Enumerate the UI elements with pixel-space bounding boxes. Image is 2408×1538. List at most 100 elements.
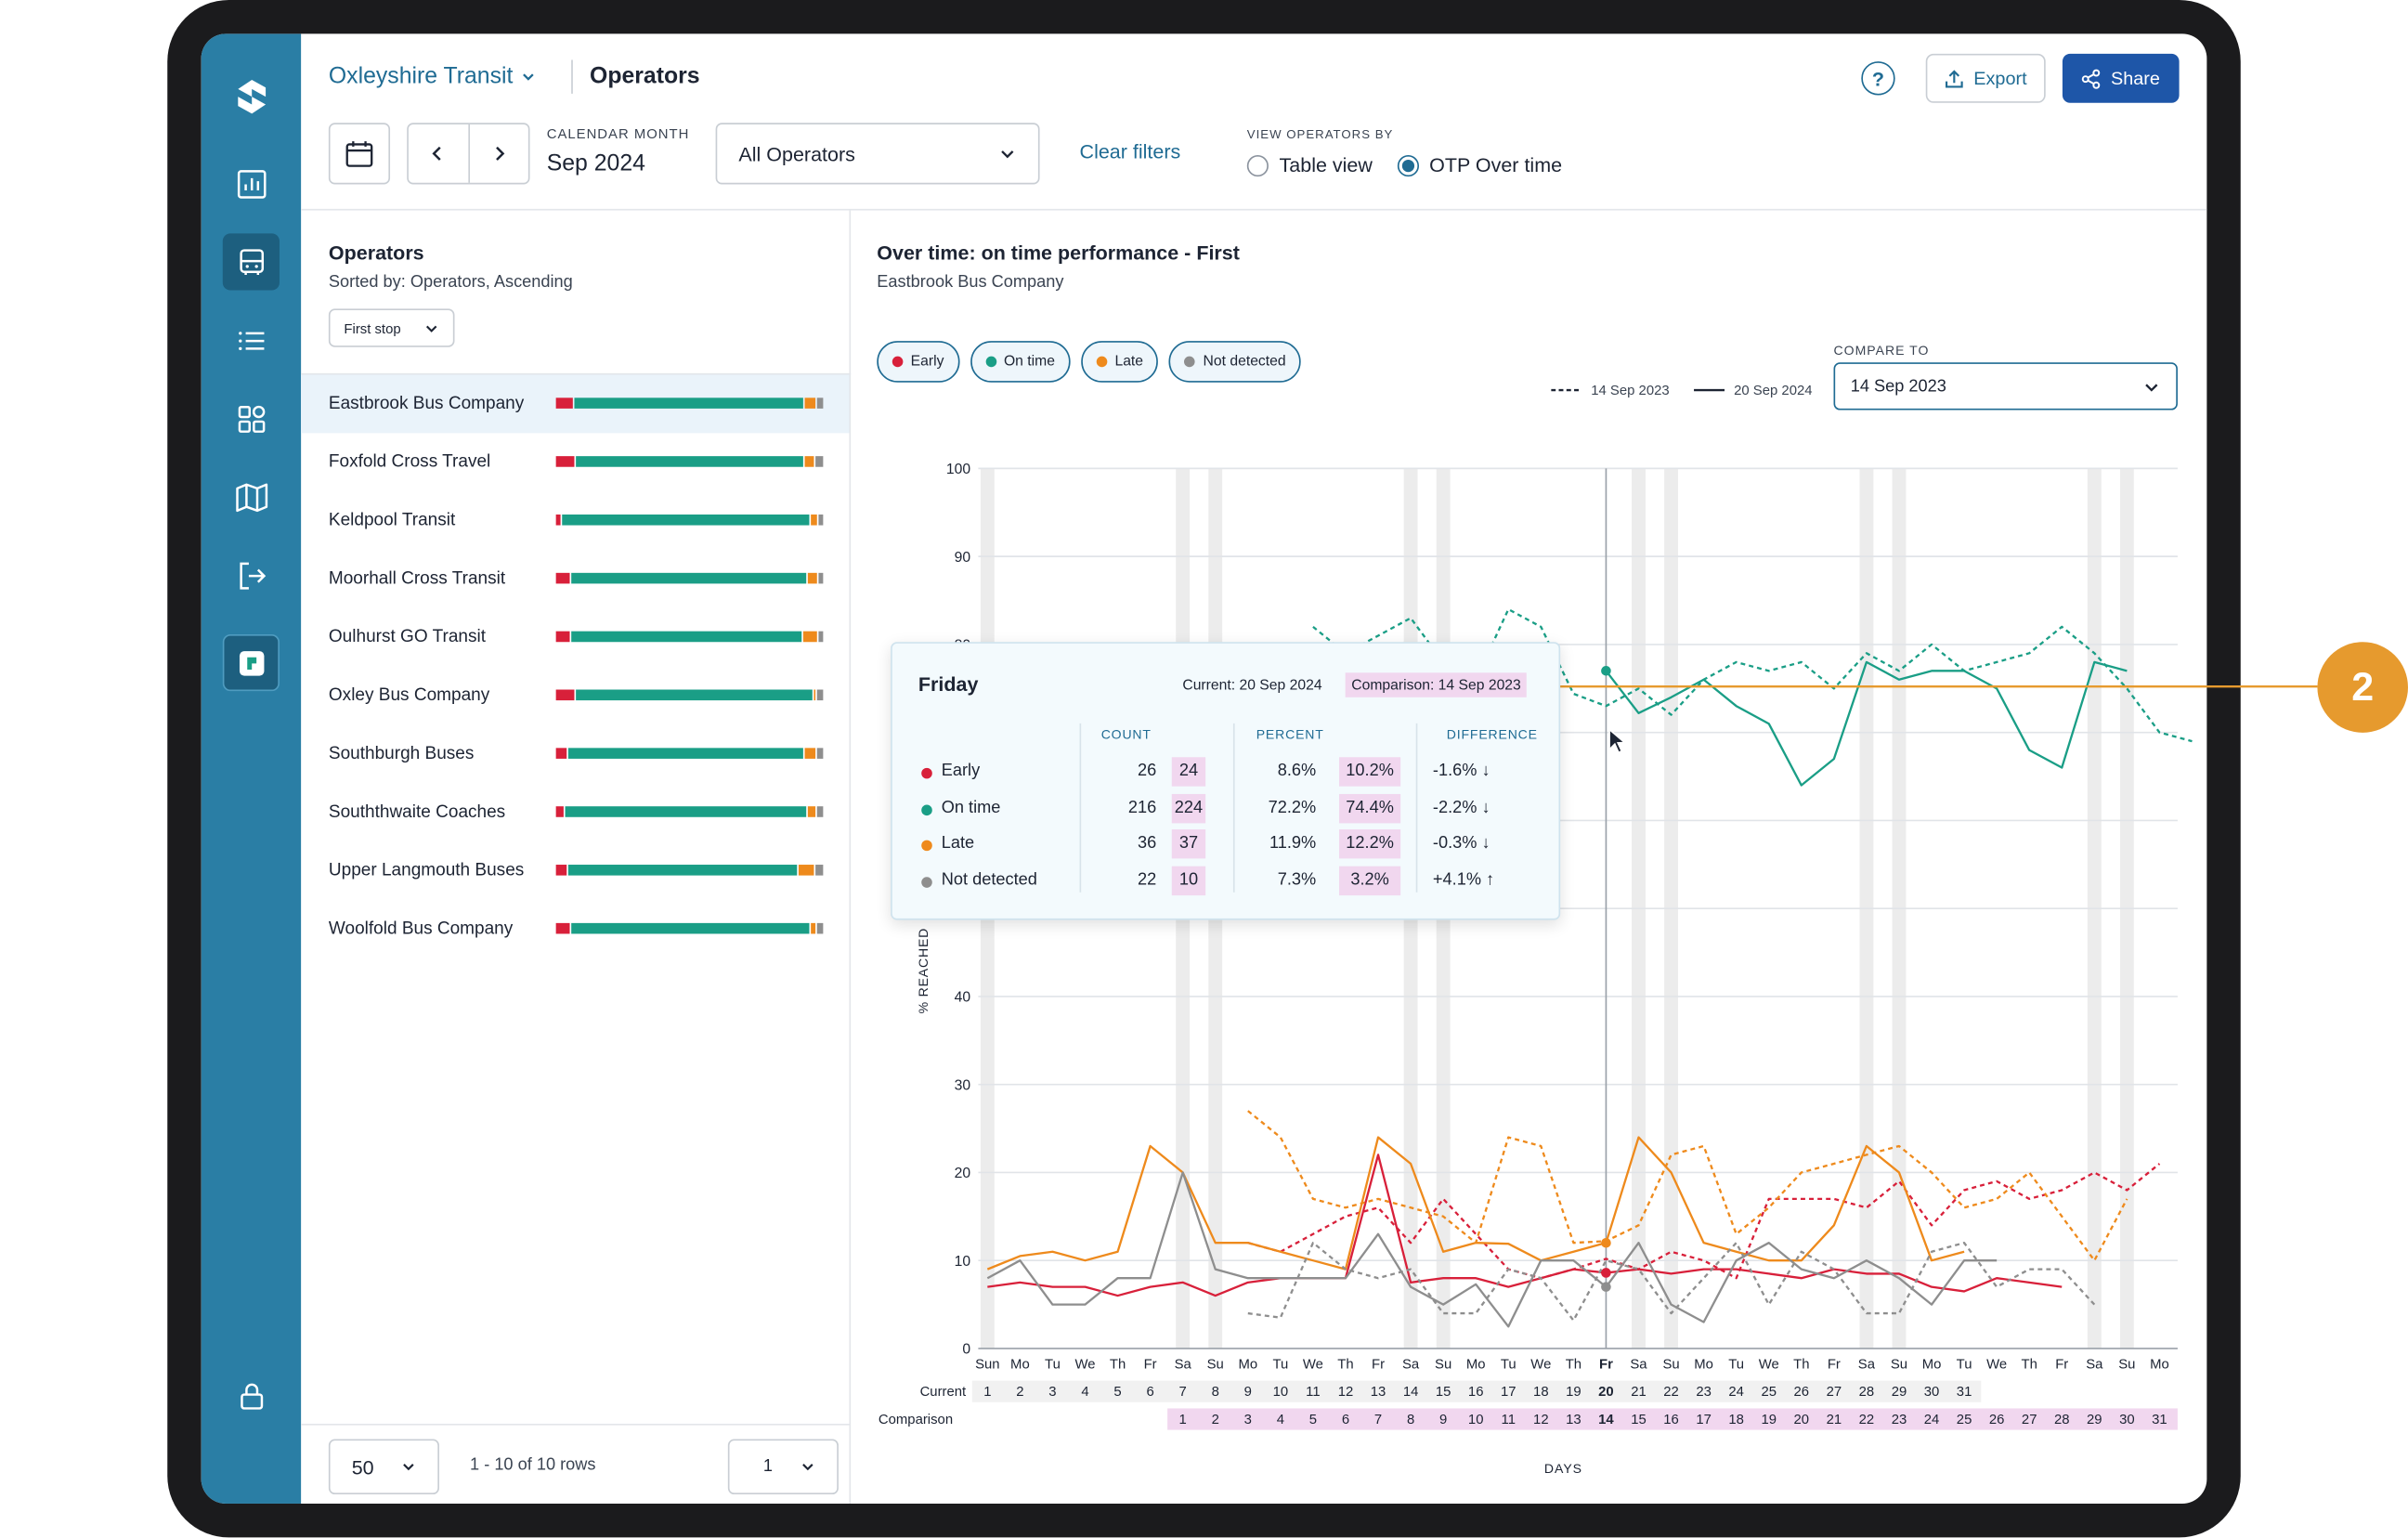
not-detected-segment [817, 398, 824, 409]
percent-comparison: 3.2% [1339, 865, 1401, 895]
app-switcher[interactable]: Oxleyshire Transit [329, 63, 538, 89]
chevron-down-icon [425, 324, 437, 332]
not-detected-segment [814, 865, 824, 876]
weekday-label: Su [1207, 1357, 1224, 1372]
stop-filter-select[interactable]: First stop [328, 308, 455, 347]
reports-icon[interactable] [223, 155, 280, 212]
operator-select-value: All Operators [738, 141, 855, 165]
comparison-day-label: 18 [1728, 1413, 1744, 1427]
operator-name: Keldpool Transit [328, 511, 456, 530]
map-icon[interactable] [223, 468, 280, 525]
not-detected-segment [817, 514, 824, 526]
brand-app-icon[interactable] [222, 633, 280, 692]
share-button[interactable]: Share [2062, 53, 2180, 103]
operator-row[interactable]: Upper Langmouth Buses [301, 841, 849, 900]
percent-current: 8.6% [1277, 762, 1317, 781]
tooltip-percent-header: PERCENT [1256, 726, 1324, 742]
current-day-label: 27 [1827, 1385, 1842, 1400]
calendar-button[interactable] [328, 123, 391, 185]
series-line-late-comparison [1247, 1110, 2128, 1262]
y-axis-label: % REACHED [916, 928, 931, 1014]
operator-row[interactable]: Souththwaite Coaches [301, 783, 849, 841]
bus-icon[interactable] [222, 233, 280, 291]
operator-row[interactable]: Eastbrook Bus Company [301, 374, 850, 434]
current-day-label: 5 [1113, 1385, 1121, 1400]
weekday-label: Su [2118, 1357, 2135, 1372]
not-detected-segment [817, 689, 824, 701]
operator-row[interactable]: Oxley Bus Company [301, 667, 849, 725]
operator-row[interactable]: Foxfold Cross Travel [301, 433, 849, 491]
next-month-button[interactable] [469, 124, 528, 183]
operator-name: Upper Langmouth Buses [328, 861, 525, 880]
legend-on-time[interactable]: On time [970, 341, 1071, 383]
late-segment [805, 456, 814, 467]
percent-current: 11.9% [1269, 833, 1317, 853]
comparison-day-label: 27 [2022, 1413, 2037, 1427]
weekday-label: Mo [1238, 1357, 1257, 1372]
solid-key-label: 20 Sep 2024 [1734, 382, 1813, 398]
comparison-row-label: Comparison [879, 1413, 953, 1427]
previous-month-button[interactable] [409, 124, 470, 183]
on-time-swatch [985, 356, 996, 368]
operator-row[interactable]: Moorhall Cross Transit [301, 550, 849, 608]
view-toggle: Table view OTP Over time [1246, 153, 1562, 176]
clear-filters-link[interactable]: Clear filters [1079, 139, 1181, 163]
difference-value: -2.2% ↓ [1432, 798, 1490, 816]
percent-current: 7.3% [1277, 869, 1317, 889]
current-day-label: 28 [1859, 1385, 1875, 1400]
logout-icon[interactable] [223, 547, 280, 604]
y-tick-label: 100 [946, 462, 970, 477]
late-segment [805, 398, 816, 409]
weekday-label: Tu [1045, 1357, 1061, 1372]
list-icon[interactable] [223, 312, 280, 369]
page-size-select[interactable]: 50 [328, 1439, 439, 1495]
series-line-not-detected-comparison [1247, 1242, 2096, 1322]
chevron-down-icon [523, 72, 534, 80]
operator-row[interactable]: Woolfold Bus Company [301, 900, 849, 958]
table-view-radio[interactable]: Table view [1246, 153, 1373, 176]
compare-to-select[interactable]: 14 Sep 2023 [1833, 362, 2178, 411]
otp-over-time-label: OTP Over time [1429, 153, 1563, 177]
y-tick-label: 0 [962, 1342, 970, 1358]
otp-over-time-radio[interactable]: OTP Over time [1397, 153, 1562, 176]
export-button[interactable]: Export [1925, 53, 2046, 103]
legend-late-label: Late [1114, 353, 1144, 371]
logo-icon[interactable] [223, 68, 280, 124]
weekday-label: Fr [1372, 1357, 1385, 1372]
hover-point [1601, 666, 1611, 676]
weekday-label: We [1074, 1357, 1095, 1372]
operator-row[interactable]: Oulhurst GO Transit [301, 608, 849, 667]
late-segment [799, 865, 814, 876]
operator-otp-bar [555, 922, 824, 934]
legend-on-time-label: On time [1003, 353, 1055, 371]
page-number-select[interactable]: 1 [727, 1439, 839, 1495]
export-label: Export [1973, 67, 2027, 89]
chevron-right-icon [495, 146, 504, 161]
view-by-label: VIEW OPERATORS BY [1246, 127, 1394, 142]
current-day-label: 2 [1016, 1385, 1023, 1400]
comparison-day-label: 1 [1179, 1413, 1187, 1427]
lock-icon[interactable] [223, 1367, 280, 1424]
legend-early[interactable]: Early [877, 341, 959, 383]
operator-row[interactable]: Southburgh Buses [301, 725, 849, 784]
operator-otp-bar [555, 865, 824, 876]
legend-not-detected[interactable]: Not detected [1169, 341, 1302, 383]
current-day-label: 18 [1533, 1385, 1549, 1400]
status-dot [921, 767, 932, 779]
comparison-days-band [1167, 1408, 2178, 1430]
count-current: 216 [1127, 798, 1157, 816]
difference-value: +4.1% ↑ [1432, 869, 1495, 889]
comparison-day-label: 17 [1696, 1413, 1712, 1427]
y-tick-label: 10 [955, 1254, 971, 1270]
weekday-label: Su [1891, 1357, 1907, 1372]
operator-otp-bar [555, 572, 824, 584]
help-icon[interactable]: ? [1861, 61, 1895, 96]
legend-late[interactable]: Late [1081, 341, 1159, 383]
operator-row[interactable]: Keldpool Transit [301, 491, 849, 550]
early-segment [555, 865, 567, 876]
early-swatch [892, 356, 904, 368]
operator-select[interactable]: All Operators [715, 123, 1040, 185]
count-current: 26 [1137, 762, 1157, 781]
top-bar: Oxleyshire Transit Operators ? Export Sh… [301, 33, 2207, 211]
widgets-icon[interactable] [223, 390, 280, 447]
